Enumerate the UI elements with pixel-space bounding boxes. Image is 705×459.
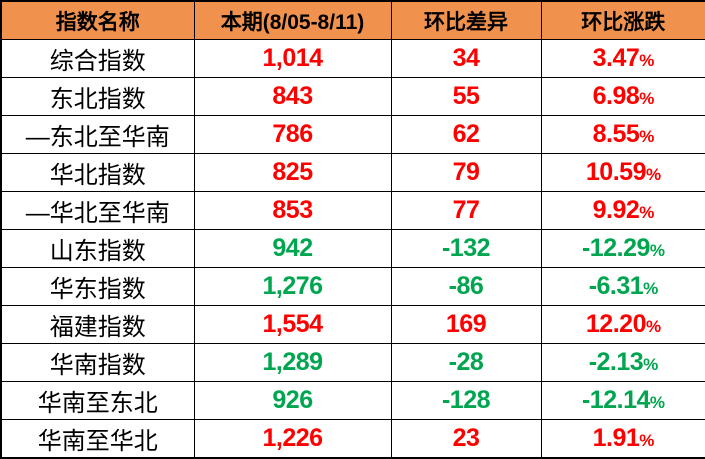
- table-row: —东北至华南 786 62 8.55%: [0, 115, 705, 154]
- index-name-cell: 华南至华北: [0, 419, 195, 459]
- pct-change-cell: 9.92%: [540, 191, 705, 230]
- diff-value-cell: 79: [390, 153, 542, 192]
- col-header-mom-diff: 环比差异: [390, 0, 542, 40]
- table-row: 福建指数 1,554 169 12.20%: [0, 305, 705, 344]
- pct-change-cell: 10.59%: [540, 153, 705, 192]
- current-value-cell: 786: [193, 115, 392, 154]
- pct-value: 10.59: [585, 158, 647, 186]
- current-value-cell: 853: [193, 191, 392, 230]
- current-value-cell: 926: [193, 381, 392, 420]
- pct-change-cell: 3.47%: [540, 39, 705, 78]
- percent-sign: %: [643, 279, 658, 298]
- diff-value-cell: 77: [390, 191, 542, 230]
- current-value-cell: 1,289: [193, 343, 392, 382]
- pct-value: 6.98: [592, 82, 640, 110]
- pct-change-cell: 8.55%: [540, 115, 705, 154]
- index-name-cell: 东北指数: [0, 77, 195, 116]
- table-row: —华北至华南 853 77 9.92%: [0, 191, 705, 230]
- percent-sign: %: [649, 393, 665, 412]
- percent-sign: %: [645, 317, 661, 336]
- table-row: 华南至华北 1,226 23 1.91%: [0, 419, 705, 459]
- pct-value: 9.92: [592, 196, 640, 224]
- table-row: 东北指数 843 55 6.98%: [0, 77, 705, 116]
- index-name-cell: 华南至东北: [0, 381, 195, 420]
- current-value-cell: 825: [193, 153, 392, 192]
- pct-value: 1.91: [592, 424, 640, 452]
- index-name-cell: 福建指数: [0, 305, 195, 344]
- pct-value: 8.55: [592, 120, 640, 148]
- pct-change-cell: 6.98%: [540, 77, 705, 116]
- col-header-current-period: 本期(8/05-8/11): [193, 0, 392, 40]
- pct-value: -12.14: [581, 386, 650, 414]
- table-row: 综合指数 1,014 34 3.47%: [0, 39, 705, 78]
- percent-sign: %: [639, 89, 654, 108]
- diff-value-cell: 62: [390, 115, 542, 154]
- pct-change-cell: -12.29%: [540, 229, 705, 268]
- diff-value-cell: -28: [390, 343, 542, 382]
- index-name-cell: —华北至华南: [0, 191, 195, 230]
- pct-change-cell: 1.91%: [540, 419, 705, 459]
- col-header-mom-change: 环比涨跌: [540, 0, 705, 40]
- percent-sign: %: [639, 51, 654, 70]
- table-header-row: 指数名称 本期(8/05-8/11) 环比差异 环比涨跌: [0, 0, 705, 40]
- current-value-cell: 942: [193, 229, 392, 268]
- table-row: 山东指数 942 -132 -12.29%: [0, 229, 705, 268]
- pct-change-cell: -2.13%: [540, 343, 705, 382]
- index-name-cell: 华东指数: [0, 267, 195, 306]
- current-value-cell: 1,554: [193, 305, 392, 344]
- diff-value-cell: 55: [390, 77, 542, 116]
- table-row: 华南至东北 926 -128 -12.14%: [0, 381, 705, 420]
- table-row: 华南指数 1,289 -28 -2.13%: [0, 343, 705, 382]
- pct-change-cell: -6.31%: [540, 267, 705, 306]
- current-value-cell: 843: [193, 77, 392, 116]
- percent-sign: %: [643, 355, 658, 374]
- current-value-cell: 1,226: [193, 419, 392, 459]
- pct-change-cell: -12.14%: [540, 381, 705, 420]
- percent-sign: %: [645, 165, 661, 184]
- diff-value-cell: 34: [390, 39, 542, 78]
- col-header-index-name: 指数名称: [0, 0, 195, 40]
- percent-sign: %: [639, 127, 654, 146]
- pct-value: 12.20: [585, 310, 647, 338]
- index-name-cell: —东北至华南: [0, 115, 195, 154]
- current-value-cell: 1,276: [193, 267, 392, 306]
- index-name-cell: 综合指数: [0, 39, 195, 78]
- table-body: 综合指数 1,014 34 3.47% 东北指数 843 55 6.98% —东…: [0, 39, 705, 459]
- diff-value-cell: 169: [390, 305, 542, 344]
- index-name-cell: 华南指数: [0, 343, 195, 382]
- pct-change-cell: 12.20%: [540, 305, 705, 344]
- diff-value-cell: -132: [390, 229, 542, 268]
- current-value-cell: 1,014: [193, 39, 392, 78]
- percent-sign: %: [639, 203, 654, 222]
- index-name-cell: 山东指数: [0, 229, 195, 268]
- pct-value: -6.31: [588, 272, 644, 300]
- percent-sign: %: [639, 431, 654, 450]
- diff-value-cell: -128: [390, 381, 542, 420]
- pct-value: -12.29: [581, 234, 650, 262]
- pct-value: 3.47: [592, 44, 640, 72]
- pct-value: -2.13: [588, 348, 644, 376]
- diff-value-cell: -86: [390, 267, 542, 306]
- percent-sign: %: [649, 241, 665, 260]
- diff-value-cell: 23: [390, 419, 542, 459]
- index-name-cell: 华北指数: [0, 153, 195, 192]
- table-row: 华东指数 1,276 -86 -6.31%: [0, 267, 705, 306]
- table-row: 华北指数 825 79 10.59%: [0, 153, 705, 192]
